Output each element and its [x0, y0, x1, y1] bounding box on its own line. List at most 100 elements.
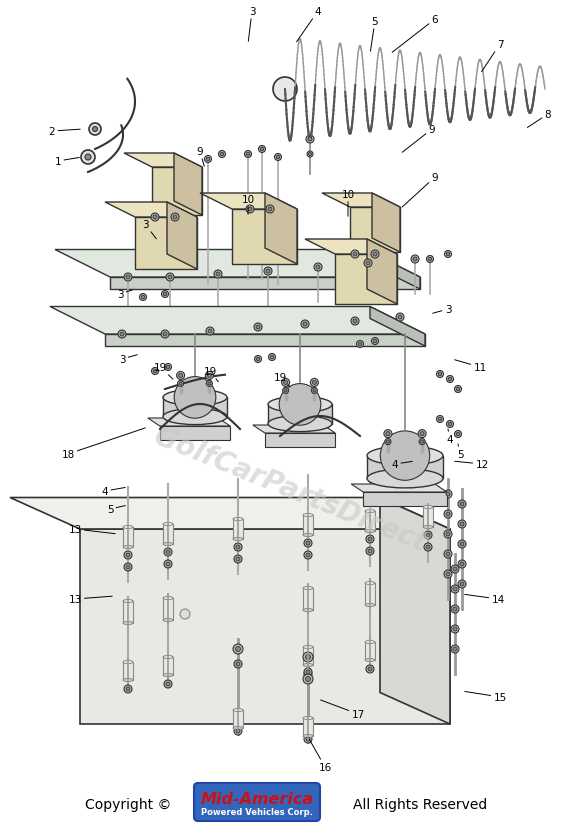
Polygon shape: [265, 194, 297, 265]
Polygon shape: [200, 194, 297, 210]
Circle shape: [437, 416, 444, 423]
Polygon shape: [363, 492, 447, 506]
Circle shape: [168, 275, 172, 280]
Ellipse shape: [303, 646, 313, 648]
Circle shape: [118, 331, 126, 338]
Polygon shape: [174, 154, 202, 216]
Circle shape: [453, 627, 457, 631]
Circle shape: [380, 432, 430, 480]
Circle shape: [284, 390, 287, 393]
Ellipse shape: [163, 619, 173, 622]
Circle shape: [205, 156, 212, 163]
Circle shape: [306, 542, 310, 545]
Circle shape: [446, 253, 450, 256]
Ellipse shape: [365, 658, 375, 662]
Text: 10: 10: [241, 195, 255, 215]
Circle shape: [314, 264, 322, 272]
Circle shape: [451, 645, 459, 653]
Circle shape: [171, 213, 179, 222]
Circle shape: [456, 388, 460, 391]
Circle shape: [424, 532, 432, 539]
Circle shape: [458, 540, 466, 548]
Circle shape: [373, 253, 377, 256]
Circle shape: [420, 432, 424, 436]
Circle shape: [304, 735, 312, 743]
Polygon shape: [370, 307, 425, 347]
Ellipse shape: [163, 523, 173, 526]
Text: 3: 3: [433, 304, 451, 314]
Circle shape: [306, 136, 314, 144]
Circle shape: [279, 384, 321, 426]
Ellipse shape: [123, 526, 133, 528]
Circle shape: [307, 152, 313, 158]
Circle shape: [453, 567, 457, 571]
Circle shape: [236, 545, 240, 549]
Text: 19: 19: [273, 372, 290, 388]
Circle shape: [216, 273, 220, 277]
Text: 5: 5: [371, 17, 378, 52]
Circle shape: [424, 543, 432, 552]
Circle shape: [206, 158, 210, 161]
Ellipse shape: [233, 709, 243, 712]
Circle shape: [219, 151, 226, 158]
Circle shape: [306, 676, 310, 681]
Polygon shape: [233, 519, 243, 539]
Circle shape: [357, 341, 364, 348]
Circle shape: [351, 251, 359, 259]
Polygon shape: [372, 194, 400, 253]
Text: 6: 6: [392, 15, 438, 53]
Circle shape: [306, 737, 310, 741]
Circle shape: [153, 216, 157, 220]
Circle shape: [266, 270, 270, 274]
Text: 1: 1: [55, 157, 79, 167]
Circle shape: [386, 432, 390, 436]
Circle shape: [234, 543, 242, 552]
Circle shape: [444, 510, 452, 519]
Circle shape: [451, 625, 459, 633]
Circle shape: [374, 340, 377, 343]
Text: 13: 13: [68, 595, 113, 605]
Circle shape: [351, 318, 359, 326]
Ellipse shape: [123, 546, 133, 549]
Ellipse shape: [365, 604, 375, 607]
Circle shape: [166, 274, 174, 282]
Ellipse shape: [423, 526, 433, 528]
Circle shape: [420, 441, 423, 443]
Polygon shape: [365, 511, 375, 532]
Circle shape: [306, 655, 310, 660]
Circle shape: [179, 374, 183, 378]
Ellipse shape: [365, 582, 375, 585]
Ellipse shape: [303, 664, 313, 667]
Circle shape: [245, 151, 252, 158]
Circle shape: [446, 552, 450, 557]
Circle shape: [165, 364, 172, 371]
Circle shape: [173, 216, 177, 220]
Circle shape: [269, 354, 276, 361]
Polygon shape: [268, 405, 332, 424]
Circle shape: [437, 371, 444, 378]
Text: GolfCarPartsDirect: GolfCarPartsDirect: [150, 422, 430, 557]
Circle shape: [458, 581, 466, 588]
Text: 4: 4: [296, 7, 321, 43]
Circle shape: [444, 530, 452, 538]
Circle shape: [248, 208, 252, 212]
Circle shape: [384, 430, 392, 438]
Ellipse shape: [123, 679, 133, 681]
Text: 8: 8: [527, 110, 552, 128]
Circle shape: [353, 253, 357, 256]
Circle shape: [179, 382, 182, 385]
Circle shape: [460, 582, 464, 586]
Polygon shape: [55, 251, 420, 278]
Ellipse shape: [233, 727, 243, 729]
Circle shape: [153, 370, 157, 373]
Circle shape: [270, 356, 274, 359]
Circle shape: [142, 296, 145, 299]
Circle shape: [444, 550, 452, 558]
Circle shape: [124, 686, 132, 693]
Circle shape: [386, 441, 389, 443]
Circle shape: [236, 557, 240, 562]
Circle shape: [276, 156, 280, 160]
Circle shape: [310, 379, 318, 387]
Circle shape: [446, 533, 450, 537]
Circle shape: [234, 555, 242, 563]
